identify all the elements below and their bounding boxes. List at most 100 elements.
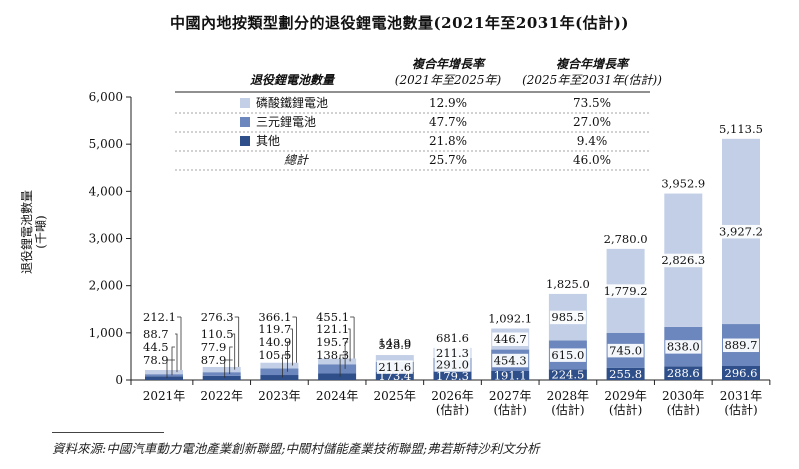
- total-label: 366.1: [258, 310, 291, 324]
- legend-header-cagr1: 複合年增長率: [412, 57, 486, 71]
- legend-cagr2-value: 27.0%: [573, 115, 611, 129]
- segment-label: 615.0: [551, 348, 584, 362]
- legend-label: 其他: [256, 134, 280, 148]
- total-label: 528.9: [378, 338, 411, 352]
- segment-label: 985.5: [551, 310, 584, 324]
- data-labels: 212.1 88.744.578.9 276.3 110.577.987.9 366.1…: [143, 122, 766, 383]
- legend-cagr1-value: 12.9%: [429, 96, 467, 110]
- segment-label: 838.0: [667, 340, 700, 354]
- x-tick-label: 2031年: [720, 389, 763, 403]
- leader-line: [171, 346, 175, 376]
- segment-label: 78.9: [143, 353, 169, 367]
- segment-label-bg: [607, 343, 644, 358]
- total-label: 5,113.5: [719, 122, 763, 136]
- leader-line: [232, 333, 236, 370]
- bar-segment-其他: [145, 376, 183, 380]
- segment-label: 255.8: [609, 367, 642, 381]
- x-tick-label: (估計): [551, 402, 584, 417]
- leader-line: [344, 341, 349, 369]
- legend-header-cagr2-sub: (2025年至2031年(估計)): [522, 73, 662, 87]
- leader-line: [224, 359, 233, 378]
- bar-segment-其他: [260, 375, 299, 380]
- segment-label-bg: [492, 353, 529, 368]
- leader-line: [286, 341, 291, 372]
- total-label: 3,952.9: [661, 177, 705, 191]
- segment-label: 138.3: [316, 348, 349, 362]
- x-tick-label: 2021年: [143, 389, 186, 403]
- segment-label: 2,826.3: [661, 253, 705, 267]
- legend-label-total: 總計: [284, 153, 309, 167]
- legend-label: 磷酸鐵鋰電池: [256, 95, 328, 110]
- segment-label: 87.9: [201, 353, 227, 367]
- legend-swatch-other: [240, 136, 250, 146]
- segment-label-bg: [376, 360, 413, 374]
- total-label: 455.1: [316, 310, 349, 324]
- legend-header-name: 退役鋰電池數量: [250, 73, 336, 87]
- x-tick-label: 2024年: [316, 389, 359, 403]
- x-tick-label: 2023年: [258, 389, 301, 403]
- x-tick-label: 2022年: [200, 389, 243, 403]
- segment-label: 1,779.2: [604, 284, 648, 298]
- legend-cagr2-value: 9.4%: [577, 134, 608, 148]
- legend-cagr1-value: 21.8%: [429, 134, 467, 148]
- leader-line: [348, 328, 351, 362]
- x-tick-label: (估計): [724, 402, 757, 417]
- bar-segment-磷酸鐵鋰電池: [375, 355, 414, 362]
- segment-label-bg: [723, 338, 759, 353]
- legend-header-cagr1-sub: (2021年至2025年): [395, 73, 502, 87]
- segment-label: 143.9: [378, 336, 411, 350]
- bar-segment-三元鋰電池: [318, 364, 357, 374]
- y-tick-label: 0: [115, 373, 123, 387]
- segment-label: 140.9: [258, 335, 291, 349]
- bar-segment-其他: [548, 369, 587, 380]
- segment-label: 889.7: [725, 338, 758, 352]
- y-tick-label: 3,000: [89, 232, 123, 246]
- segment-label: 211.3: [436, 346, 469, 360]
- segment-label: 224.5: [551, 368, 584, 382]
- bar-segment-其他: [375, 371, 414, 380]
- total-label: 1,092.1: [488, 311, 532, 325]
- segment-label: 105.5: [258, 348, 291, 362]
- leader-line: [339, 354, 349, 377]
- segment-label: 77.9: [201, 340, 227, 354]
- total-label: 276.3: [201, 310, 234, 324]
- segment-label-bg: [658, 253, 708, 268]
- total-label: 681.6: [436, 331, 469, 345]
- y-tick-label: 1,000: [89, 326, 123, 340]
- segment-label: 44.5: [143, 340, 169, 354]
- segment-label-bg: [549, 310, 586, 325]
- segment-label-bg: [434, 358, 471, 372]
- segment-label: 446.7: [494, 332, 527, 346]
- y-tick-label: 4,000: [89, 184, 123, 198]
- total-label: 2,780.0: [604, 232, 648, 246]
- x-tick-label: (估計): [609, 402, 642, 417]
- leader-line: [281, 354, 291, 378]
- segment-label: 191.1: [494, 368, 527, 382]
- x-tick-label: (估計): [494, 402, 527, 417]
- bar-segment-三元鋰電池: [260, 368, 299, 376]
- bar-segment-其他: [722, 366, 760, 380]
- segment-label: 179.3: [436, 369, 469, 383]
- leader-line: [166, 359, 175, 379]
- segment-label: 119.7: [258, 322, 291, 336]
- segment-label-bg: [434, 346, 471, 360]
- legend-cagr1-value: 25.7%: [429, 153, 467, 167]
- total-label: 1,825.0: [546, 277, 590, 291]
- bar-segment-磷酸鐵鋰電池: [260, 362, 299, 369]
- legend-cagr2-value: 73.5%: [573, 96, 611, 110]
- x-tick-label: (估計): [436, 402, 469, 417]
- legend-table: 退役鋰電池數量 複合年增長率 (2021年至2025年) 複合年增長率 (2025年至2…: [175, 57, 662, 171]
- bar-segment-其他: [606, 367, 645, 380]
- bar-segment-其他: [318, 373, 357, 380]
- x-tick-label: (估計): [667, 402, 700, 417]
- bar-segment-其他: [491, 370, 530, 380]
- segment-label: 110.5: [201, 327, 234, 341]
- legend-header-cagr2: 複合年增長率: [556, 57, 630, 71]
- x-tick-label: 2027年: [489, 389, 532, 403]
- x-tick-label: 2028年: [547, 389, 590, 403]
- y-tick-label: 6,000: [89, 90, 123, 104]
- segment-label: 3,927.2: [719, 224, 763, 238]
- segment-label: 288.6: [667, 366, 700, 380]
- bar-segment-三元鋰電池: [202, 372, 241, 376]
